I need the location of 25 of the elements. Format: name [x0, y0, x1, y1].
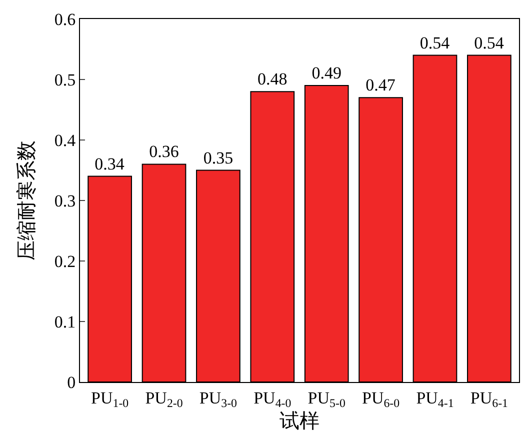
y-tick-label: 0.6: [54, 10, 76, 29]
y-tick-label: 0.4: [54, 130, 76, 150]
data-label: 0.48: [258, 70, 288, 89]
x-tick-label: PU$_{5-0}$: [308, 388, 346, 410]
x-axis-title: 试样: [280, 410, 320, 432]
x-tick-label: PU$_{3-0}$: [199, 388, 238, 410]
data-label: 0.54: [474, 33, 504, 52]
x-tick-label: PU$_{4-1}$: [416, 388, 454, 410]
data-label: 0.49: [312, 64, 342, 83]
y-tick-label: 0.2: [54, 252, 76, 271]
data-label: 0.47: [366, 76, 396, 95]
y-tick-label: 0.1: [54, 312, 76, 332]
x-tick-label: PU$_{6-0}$: [362, 388, 400, 410]
x-tick-label: PU$_{4-0}$: [254, 388, 292, 410]
data-label: 0.34: [94, 154, 125, 174]
y-tick-label: 0.3: [54, 191, 76, 210]
data-label: 0.36: [149, 142, 179, 162]
data-label: 0.35: [203, 148, 234, 168]
y-tick-label: 0: [67, 372, 76, 392]
data-label: 0.54: [420, 33, 450, 52]
y-axis-title: 压缩耐寒系数: [16, 140, 38, 260]
x-tick-label: PU$_{2-0}$: [145, 388, 183, 410]
y-tick-label: 0.5: [54, 70, 76, 90]
x-tick-label: PU$_{6-1}$: [470, 388, 508, 410]
x-tick-label: PU$_{1-0}$: [91, 388, 129, 410]
